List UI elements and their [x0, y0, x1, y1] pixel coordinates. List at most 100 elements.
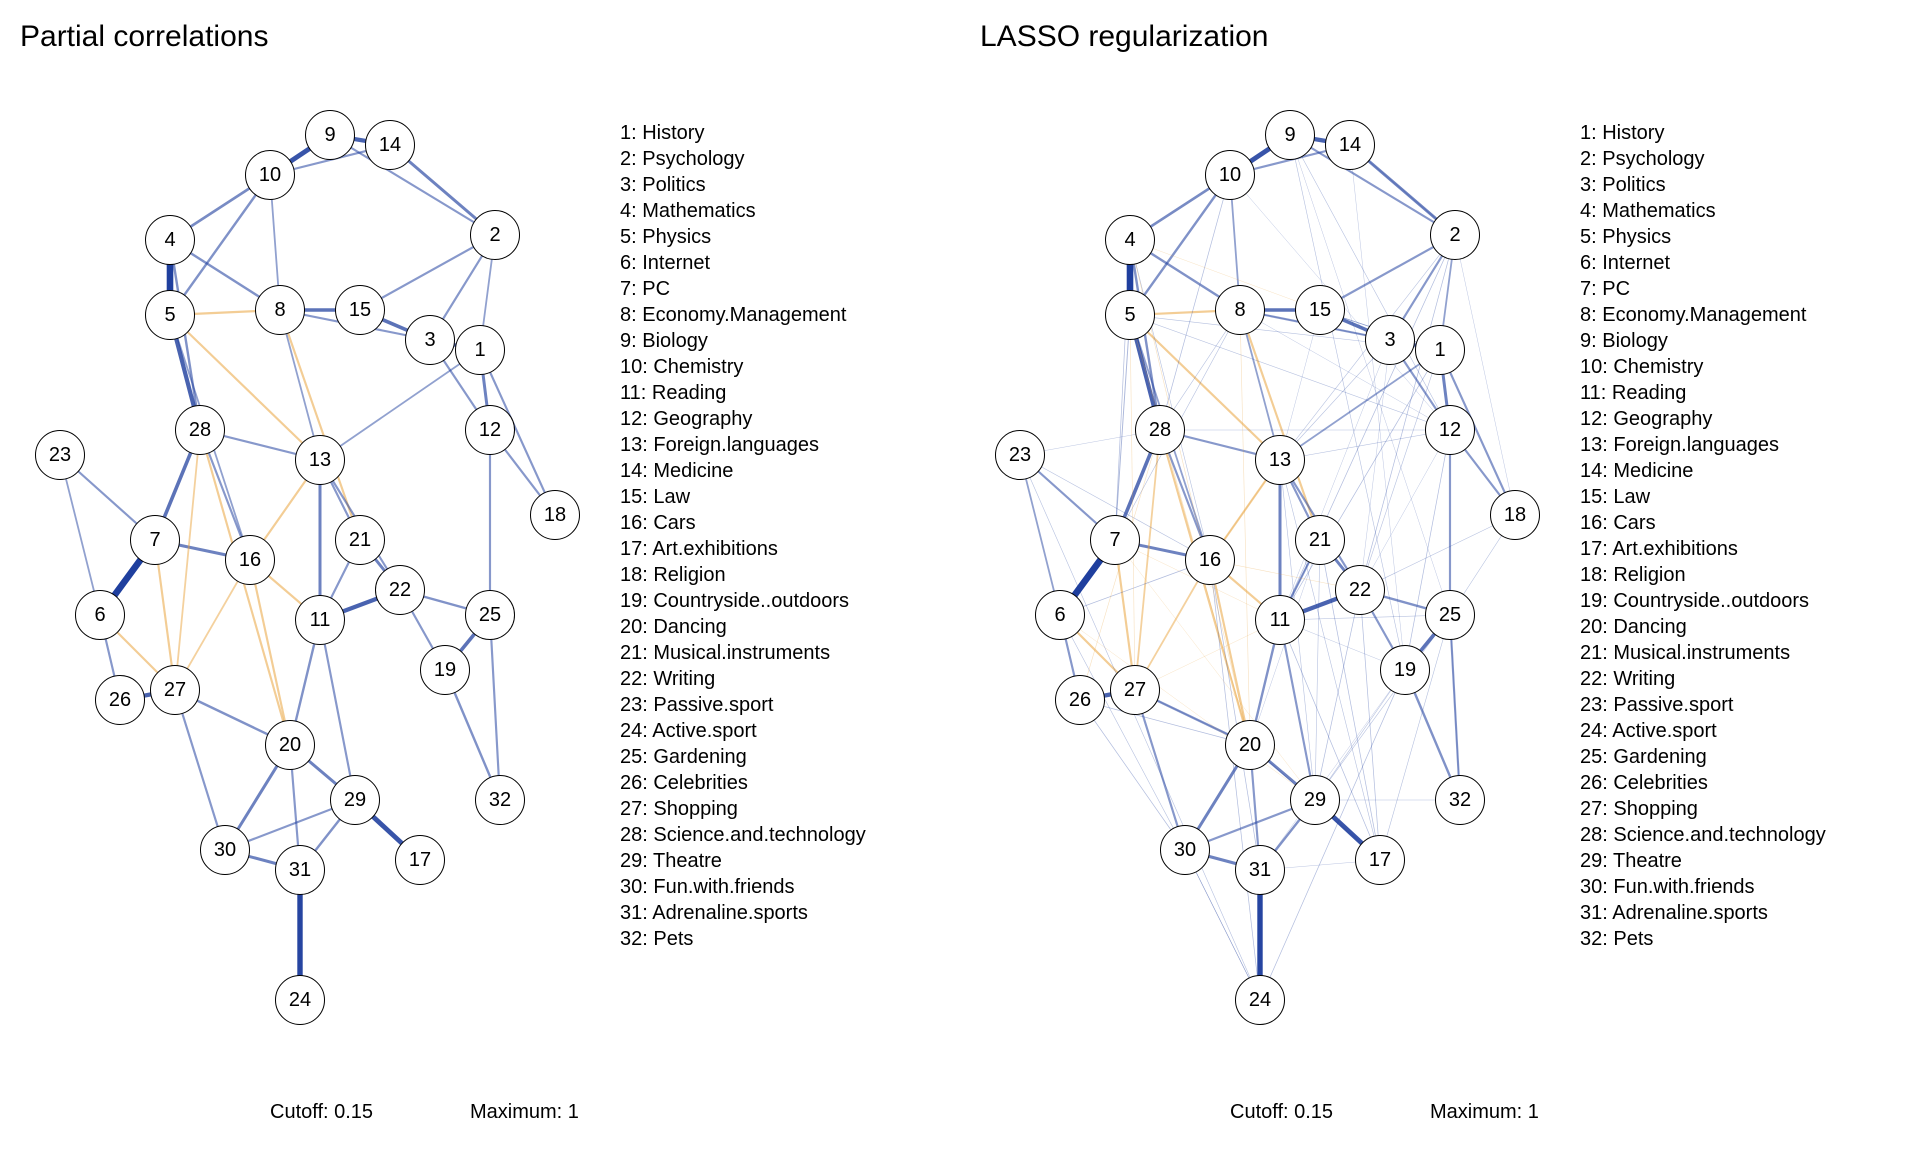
legend-item: 26: Celebrities: [620, 770, 866, 796]
network-node: 9: [305, 110, 355, 160]
network-node: 4: [145, 215, 195, 265]
network-node: 9: [1265, 110, 1315, 160]
network-node: 19: [1380, 645, 1430, 695]
legend-item: 10: Chemistry: [620, 354, 866, 380]
network-node: 11: [295, 595, 345, 645]
network-node: 29: [330, 775, 380, 825]
legend-item: 15: Law: [620, 484, 866, 510]
network-node: 27: [150, 665, 200, 715]
legend-lasso: 1: History2: Psychology3: Politics4: Mat…: [1580, 120, 1826, 952]
legend-item: 15: Law: [1580, 484, 1826, 510]
legend-item: 28: Science.and.technology: [1580, 822, 1826, 848]
network-node: 14: [365, 120, 415, 170]
network-node: 18: [1490, 490, 1540, 540]
legend-item: 18: Religion: [1580, 562, 1826, 588]
network-node: 2: [470, 210, 520, 260]
legend-item: 17: Art.exhibitions: [620, 536, 866, 562]
network-node: 21: [1295, 515, 1345, 565]
legend-item: 27: Shopping: [1580, 796, 1826, 822]
network-node: 26: [95, 675, 145, 725]
network-node: 4: [1105, 215, 1155, 265]
network-node: 3: [405, 315, 455, 365]
legend-item: 6: Internet: [620, 250, 866, 276]
legend-item: 30: Fun.with.friends: [1580, 874, 1826, 900]
legend-item: 20: Dancing: [1580, 614, 1826, 640]
network-node: 31: [1235, 845, 1285, 895]
panel-partial-cutoff-label: Cutoff: 0.15: [270, 1101, 373, 1124]
legend-item: 32: Pets: [1580, 926, 1826, 952]
network-node: 29: [1290, 775, 1340, 825]
legend-item: 25: Gardening: [1580, 744, 1826, 770]
legend-item: 3: Politics: [620, 172, 866, 198]
network-node: 7: [1090, 515, 1140, 565]
legend-item: 1: History: [1580, 120, 1826, 146]
network-node: 25: [465, 590, 515, 640]
legend-item: 13: Foreign.languages: [620, 432, 866, 458]
network-node: 12: [1425, 405, 1475, 455]
legend-item: 4: Mathematics: [1580, 198, 1826, 224]
network-node: 30: [200, 825, 250, 875]
network-node: 20: [1225, 720, 1275, 770]
panel-partial: Partial correlations 1234567891011121314…: [0, 0, 960, 1152]
legend-item: 3: Politics: [1580, 172, 1826, 198]
network-node: 23: [35, 430, 85, 480]
legend-item: 29: Theatre: [620, 848, 866, 874]
legend-item: 20: Dancing: [620, 614, 866, 640]
legend-item: 9: Biology: [620, 328, 866, 354]
legend-item: 18: Religion: [620, 562, 866, 588]
network-node: 13: [1255, 435, 1305, 485]
network-node: 28: [175, 405, 225, 455]
network-node: 14: [1325, 120, 1375, 170]
network-node: 1: [455, 325, 505, 375]
legend-item: 8: Economy.Management: [1580, 302, 1826, 328]
legend-item: 14: Medicine: [1580, 458, 1826, 484]
legend-item: 25: Gardening: [620, 744, 866, 770]
panel-lasso-max-label: Maximum: 1: [1430, 1101, 1539, 1124]
legend-item: 31: Adrenaline.sports: [620, 900, 866, 926]
network-node: 15: [335, 285, 385, 335]
legend-item: 16: Cars: [620, 510, 866, 536]
network-node: 18: [530, 490, 580, 540]
network-node: 27: [1110, 665, 1160, 715]
legend-item: 2: Psychology: [1580, 146, 1826, 172]
panel-lasso-cutoff-label: Cutoff: 0.15: [1230, 1101, 1333, 1124]
legend-item: 24: Active.sport: [620, 718, 866, 744]
network-node: 28: [1135, 405, 1185, 455]
panel-lasso-title: LASSO regularization: [980, 20, 1269, 54]
network-node: 5: [1105, 290, 1155, 340]
legend-item: 26: Celebrities: [1580, 770, 1826, 796]
legend-partial: 1: History2: Psychology3: Politics4: Mat…: [620, 120, 866, 952]
network-node: 22: [1335, 565, 1385, 615]
legend-item: 10: Chemistry: [1580, 354, 1826, 380]
network-node: 3: [1365, 315, 1415, 365]
legend-item: 2: Psychology: [620, 146, 866, 172]
legend-item: 17: Art.exhibitions: [1580, 536, 1826, 562]
network-node: 17: [1355, 835, 1405, 885]
legend-item: 12: Geography: [1580, 406, 1826, 432]
legend-item: 5: Physics: [1580, 224, 1826, 250]
network-node: 15: [1295, 285, 1345, 335]
legend-item: 23: Passive.sport: [620, 692, 866, 718]
network-node: 11: [1255, 595, 1305, 645]
network-node: 32: [1435, 775, 1485, 825]
graph-partial: 1234567891011121314151617181920212223242…: [0, 60, 620, 1120]
legend-item: 19: Countryside..outdoors: [620, 588, 866, 614]
legend-item: 12: Geography: [620, 406, 866, 432]
legend-item: 27: Shopping: [620, 796, 866, 822]
legend-item: 13: Foreign.languages: [1580, 432, 1826, 458]
legend-item: 29: Theatre: [1580, 848, 1826, 874]
legend-item: 7: PC: [620, 276, 866, 302]
legend-item: 32: Pets: [620, 926, 866, 952]
network-node: 19: [420, 645, 470, 695]
legend-item: 21: Musical.instruments: [620, 640, 866, 666]
legend-item: 22: Writing: [620, 666, 866, 692]
network-node: 16: [225, 535, 275, 585]
network-node: 16: [1185, 535, 1235, 585]
legend-item: 28: Science.and.technology: [620, 822, 866, 848]
network-node: 6: [75, 590, 125, 640]
network-node: 13: [295, 435, 345, 485]
panel-partial-max-label: Maximum: 1: [470, 1101, 579, 1124]
legend-item: 6: Internet: [1580, 250, 1826, 276]
panel-partial-title: Partial correlations: [20, 20, 268, 54]
figure-container: Partial correlations 1234567891011121314…: [0, 0, 1920, 1152]
